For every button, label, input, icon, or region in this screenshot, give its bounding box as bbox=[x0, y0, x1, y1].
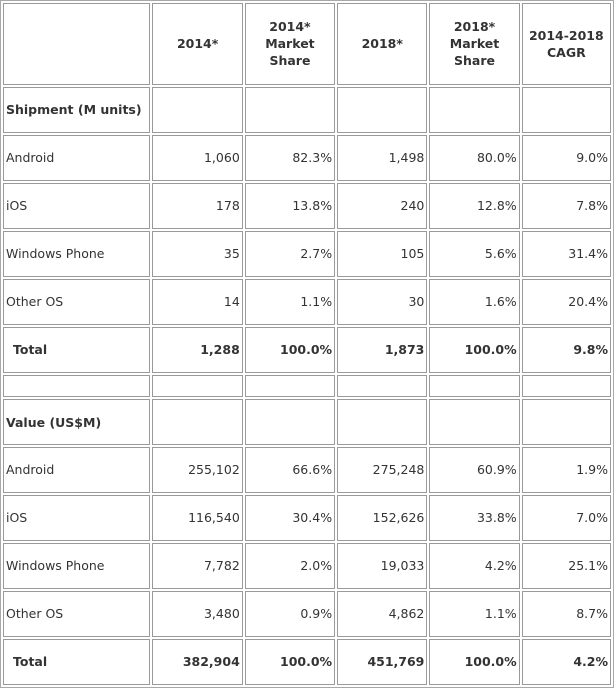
table-row: iOS 116,540 30.4% 152,626 33.8% 7.0% bbox=[3, 494, 611, 541]
share-2018-cell: 4.2% bbox=[429, 542, 520, 589]
share-2018-cell: 60.9% bbox=[429, 446, 520, 493]
empty-cell bbox=[429, 399, 520, 445]
section-row-shipment: Shipment (M units) bbox=[3, 86, 611, 133]
empty-cell bbox=[152, 86, 243, 133]
value-2014-cell: 116,540 bbox=[152, 494, 243, 541]
table-row: Other OS 3,480 0.9% 4,862 1.1% 8.7% bbox=[3, 590, 611, 637]
value-2018-cell: 240 bbox=[337, 182, 428, 229]
total-label-cell: Total bbox=[3, 638, 151, 685]
os-name-cell: Windows Phone bbox=[3, 542, 151, 589]
value-2018-cell: 152,626 bbox=[337, 494, 428, 541]
empty-cell bbox=[337, 86, 428, 133]
table-row: Other OS 14 1.1% 30 1.6% 20.4% bbox=[3, 278, 611, 325]
section-row-value: Value (US$M) bbox=[3, 399, 611, 445]
cagr-cell: 7.0% bbox=[521, 494, 611, 541]
share-2014-cell: 66.6% bbox=[244, 446, 336, 493]
os-name-cell: Android bbox=[3, 134, 151, 181]
share-2018-cell: 1.1% bbox=[429, 590, 520, 637]
total-row-shipment: Total 1,288 100.0% 1,873 100.0% 9.8% bbox=[3, 326, 611, 373]
share-2014-cell: 13.8% bbox=[244, 182, 336, 229]
share-2018-cell: 100.0% bbox=[429, 326, 520, 373]
empty-cell bbox=[244, 86, 336, 133]
value-2018-cell: 275,248 bbox=[337, 446, 428, 493]
value-2014-cell: 7,782 bbox=[152, 542, 243, 589]
value-2018-cell: 19,033 bbox=[337, 542, 428, 589]
share-2018-cell: 1.6% bbox=[429, 278, 520, 325]
cagr-cell: 25.1% bbox=[521, 542, 611, 589]
cagr-cell: 7.8% bbox=[521, 182, 611, 229]
header-2014-market-share: 2014* Market Share bbox=[244, 3, 336, 85]
total-label-cell: Total bbox=[3, 326, 151, 373]
cagr-cell: 8.7% bbox=[521, 590, 611, 637]
value-2014-cell: 382,904 bbox=[152, 638, 243, 685]
empty-cell bbox=[152, 374, 243, 398]
share-2018-cell: 100.0% bbox=[429, 638, 520, 685]
table-row: iOS 178 13.8% 240 12.8% 7.8% bbox=[3, 182, 611, 229]
empty-cell bbox=[244, 374, 336, 398]
value-2018-cell: 451,769 bbox=[337, 638, 428, 685]
empty-cell bbox=[521, 86, 611, 133]
share-2014-cell: 0.9% bbox=[244, 590, 336, 637]
share-2018-cell: 33.8% bbox=[429, 494, 520, 541]
value-2014-cell: 255,102 bbox=[152, 446, 243, 493]
table-row: Windows Phone 7,782 2.0% 19,033 4.2% 25.… bbox=[3, 542, 611, 589]
share-2014-cell: 2.0% bbox=[244, 542, 336, 589]
share-2014-cell: 1.1% bbox=[244, 278, 336, 325]
value-2018-cell: 105 bbox=[337, 230, 428, 277]
empty-cell bbox=[521, 374, 611, 398]
os-name-cell: Other OS bbox=[3, 590, 151, 637]
value-2018-cell: 1,498 bbox=[337, 134, 428, 181]
cagr-cell: 20.4% bbox=[521, 278, 611, 325]
empty-cell bbox=[521, 399, 611, 445]
empty-cell bbox=[337, 374, 428, 398]
empty-cell bbox=[244, 399, 336, 445]
section-title-shipment: Shipment (M units) bbox=[3, 86, 151, 133]
cagr-cell: 4.2% bbox=[521, 638, 611, 685]
cagr-cell: 9.0% bbox=[521, 134, 611, 181]
section-title-value: Value (US$M) bbox=[3, 399, 151, 445]
value-2014-cell: 35 bbox=[152, 230, 243, 277]
spacer-row bbox=[3, 374, 611, 398]
share-2014-cell: 82.3% bbox=[244, 134, 336, 181]
empty-cell bbox=[3, 374, 151, 398]
share-2018-cell: 12.8% bbox=[429, 182, 520, 229]
share-2014-cell: 100.0% bbox=[244, 638, 336, 685]
os-name-cell: Other OS bbox=[3, 278, 151, 325]
header-2018: 2018* bbox=[337, 3, 428, 85]
share-2014-cell: 2.7% bbox=[244, 230, 336, 277]
table-row: Windows Phone 35 2.7% 105 5.6% 31.4% bbox=[3, 230, 611, 277]
total-row-value: Total 382,904 100.0% 451,769 100.0% 4.2% bbox=[3, 638, 611, 685]
share-2018-cell: 5.6% bbox=[429, 230, 520, 277]
os-name-cell: Android bbox=[3, 446, 151, 493]
header-corner-cell bbox=[3, 3, 151, 85]
table-row: Android 1,060 82.3% 1,498 80.0% 9.0% bbox=[3, 134, 611, 181]
table-row: Android 255,102 66.6% 275,248 60.9% 1.9% bbox=[3, 446, 611, 493]
value-2014-cell: 178 bbox=[152, 182, 243, 229]
share-2014-cell: 30.4% bbox=[244, 494, 336, 541]
empty-cell bbox=[337, 399, 428, 445]
empty-cell bbox=[152, 399, 243, 445]
header-2018-market-share: 2018* Market Share bbox=[429, 3, 520, 85]
value-2018-cell: 4,862 bbox=[337, 590, 428, 637]
header-row: 2014* 2014* Market Share 2018* 2018* Mar… bbox=[3, 3, 611, 85]
value-2014-cell: 14 bbox=[152, 278, 243, 325]
value-2018-cell: 30 bbox=[337, 278, 428, 325]
share-2018-cell: 80.0% bbox=[429, 134, 520, 181]
empty-cell bbox=[429, 86, 520, 133]
header-cagr: 2014-2018 CAGR bbox=[521, 3, 611, 85]
value-2018-cell: 1,873 bbox=[337, 326, 428, 373]
value-2014-cell: 3,480 bbox=[152, 590, 243, 637]
cagr-cell: 9.8% bbox=[521, 326, 611, 373]
os-name-cell: Windows Phone bbox=[3, 230, 151, 277]
os-name-cell: iOS bbox=[3, 494, 151, 541]
header-2014: 2014* bbox=[152, 3, 243, 85]
cagr-cell: 31.4% bbox=[521, 230, 611, 277]
cagr-cell: 1.9% bbox=[521, 446, 611, 493]
os-name-cell: iOS bbox=[3, 182, 151, 229]
value-2014-cell: 1,060 bbox=[152, 134, 243, 181]
value-2014-cell: 1,288 bbox=[152, 326, 243, 373]
empty-cell bbox=[429, 374, 520, 398]
share-2014-cell: 100.0% bbox=[244, 326, 336, 373]
